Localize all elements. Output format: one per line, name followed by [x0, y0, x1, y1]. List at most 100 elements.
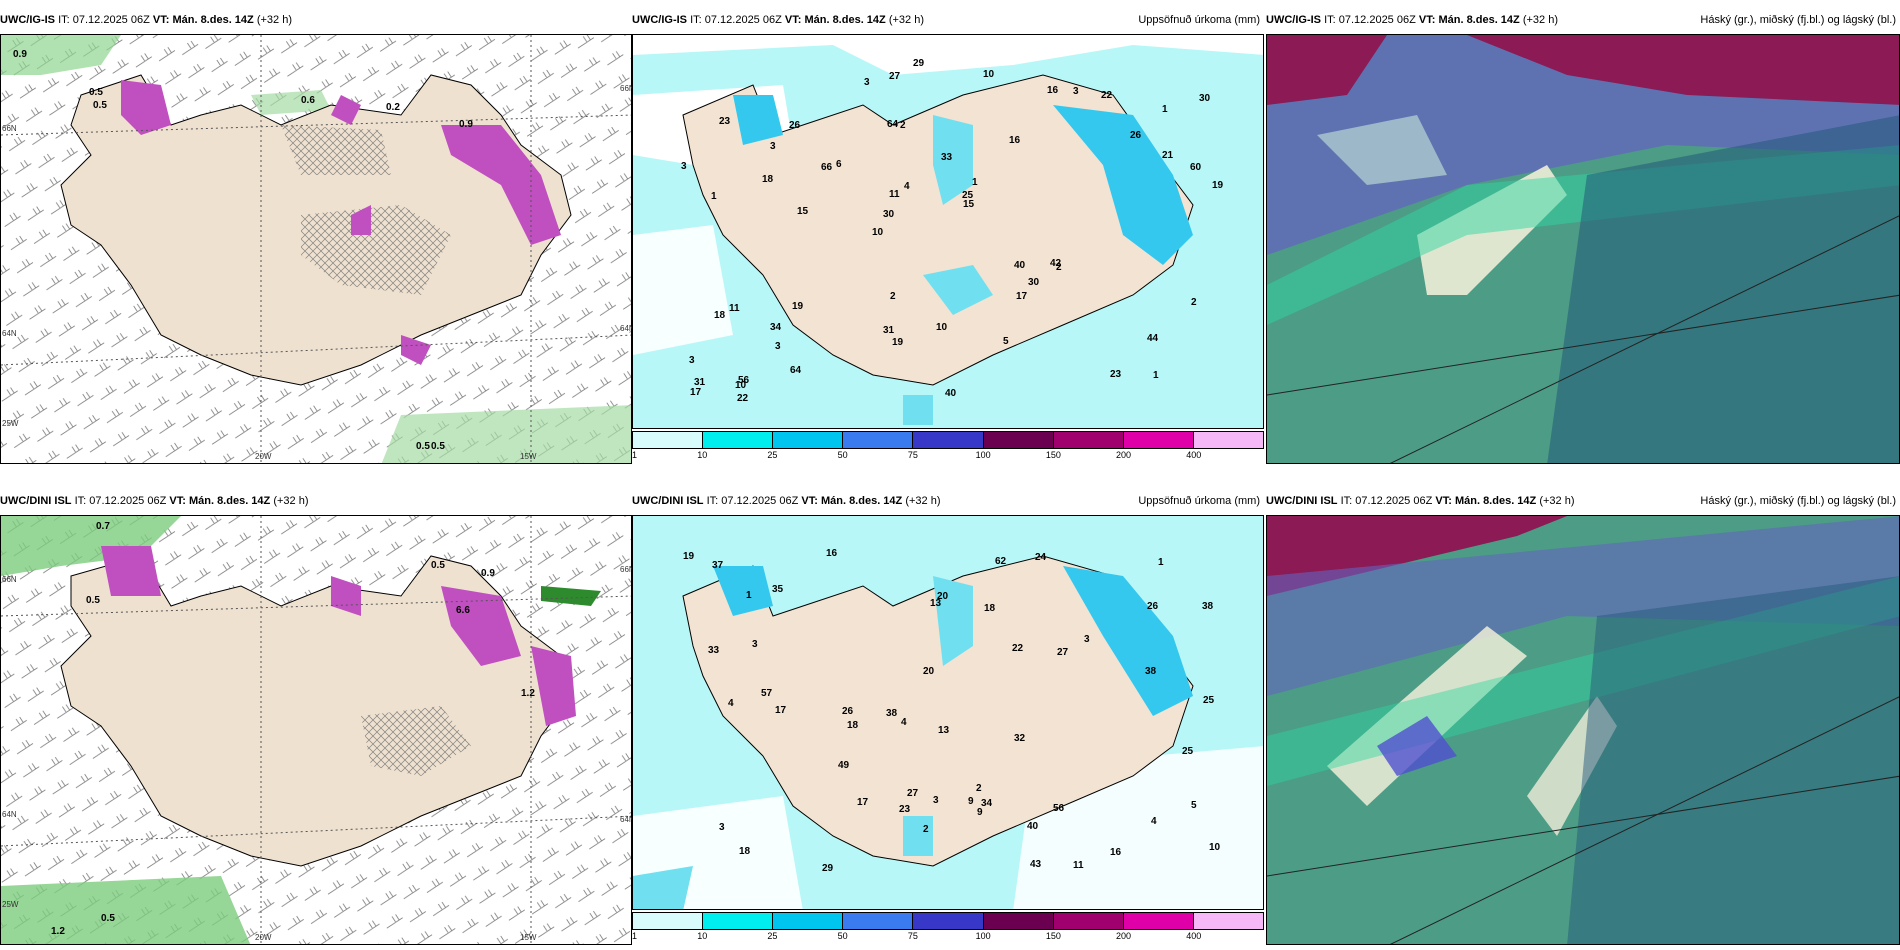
- colorbar-segment: [983, 432, 1054, 448]
- panel-cloud-1: UWC/IG-IS IT: 07.12.2025 06Z VT: Mán. 8.…: [1266, 14, 1900, 464]
- colorbar-segment: [913, 432, 984, 448]
- axis-label: 25W: [2, 419, 19, 428]
- precip-value-label: 10: [1209, 842, 1221, 853]
- precip-value-label: 15: [797, 206, 809, 217]
- precip-value-label: 10: [872, 227, 884, 238]
- colorbar-ticks: 1 10 25 50 75 100 150 200 400: [632, 931, 1264, 943]
- precip-value-label: 1: [1158, 557, 1164, 568]
- precip-value-label: 40: [1014, 260, 1026, 271]
- precip-value-label: 27: [1057, 647, 1069, 658]
- colorbar-segment: [703, 913, 774, 929]
- colorbar-tick: 10: [697, 450, 708, 460]
- wind-label: 0.5: [89, 87, 103, 98]
- wind-label: 0.5: [93, 100, 107, 111]
- colorbar-segment: [1053, 913, 1124, 929]
- precip-value-label: 4: [1151, 816, 1157, 827]
- precip-value-label: 40: [1027, 821, 1039, 832]
- precip-value-label: 44: [1147, 333, 1159, 344]
- precip-value-label: 3: [1073, 86, 1079, 97]
- precip-value-label: 18: [739, 846, 751, 857]
- precip-value-label: 2: [976, 783, 982, 794]
- precip-value-label: 3: [933, 795, 939, 806]
- map-cloud[interactable]: [1266, 515, 1900, 945]
- precip-value-label: 22: [1101, 90, 1113, 101]
- colorbar-segment: [773, 913, 844, 929]
- panel-precip-1: UWC/IG-IS IT: 07.12.2025 06Z VT: Mán. 8.…: [632, 14, 1264, 464]
- precip-value-label: 34: [770, 322, 782, 333]
- precip-value-label: 18: [847, 720, 859, 731]
- axis-label: 25W: [2, 900, 19, 909]
- row-2: UWC/DINI ISL IT: 07.12.2025 06Z VT: Mán.…: [0, 495, 1900, 945]
- precip-value-label: 11: [889, 189, 900, 200]
- axis-label: 66N: [2, 124, 17, 133]
- precip-value-label: 16: [1110, 847, 1122, 858]
- precip-value-label: 1: [972, 177, 978, 188]
- map-wind-snow[interactable]: 0.7 1.2 0.5 0.5 0.9 6.6 1.2 0.5: [0, 515, 632, 945]
- precip-value-label: 20: [937, 591, 949, 602]
- precip-value-label: 21: [1162, 150, 1174, 161]
- axis-label: 20W: [255, 933, 272, 942]
- panel-wind-snow-2: UWC/DINI ISL IT: 07.12.2025 06Z VT: Mán.…: [0, 495, 635, 945]
- precip-value-label: 13: [938, 725, 950, 736]
- colorbar-tick: 75: [907, 450, 918, 460]
- map-cloud[interactable]: [1266, 34, 1900, 464]
- precip-value-label: 17: [857, 797, 869, 808]
- panel-precip-2: UWC/DINI ISL IT: 07.12.2025 06Z VT: Mán.…: [632, 495, 1264, 945]
- precip-value-label: 10: [735, 380, 747, 391]
- precip-value-label: 27: [889, 71, 901, 82]
- precip-value-label: 30: [1028, 277, 1040, 288]
- colorbar-segment: [703, 432, 774, 448]
- panel-title: UWC/IG-IS IT: 07.12.2025 06Z VT: Mán. 8.…: [0, 14, 292, 26]
- cloud-title: Háský (gr.), miðský (fj.bl.) og lágský (…: [1700, 14, 1896, 26]
- precip-value-label: 9: [977, 807, 983, 818]
- map-precip[interactable]: 4 5 2 62 56 27 11 10 35 40 57 26 24 9 27 18 13 26 17 16 38 43…: [632, 515, 1264, 910]
- precip-value-label: 49: [838, 760, 850, 771]
- panel-title: UWC/IG-IS IT: 07.12.2025 06Z VT: Mán. 8.…: [632, 14, 924, 26]
- precip-value-label: 10: [936, 322, 948, 333]
- precip-value-label: 20: [923, 666, 935, 677]
- precip-value-label: 26: [1130, 130, 1142, 141]
- precip-value-label: 22: [1012, 643, 1024, 654]
- colorbar-segment: [773, 432, 844, 448]
- precip-value-label: 33: [941, 152, 953, 163]
- land-iceland: [682, 555, 1194, 867]
- precip-value-label: 40: [945, 388, 957, 399]
- precip-title: Uppsöfnuð úrkoma (mm): [1138, 495, 1260, 507]
- colorbar-segment: [1193, 432, 1263, 448]
- precip-value-label: 26: [789, 120, 801, 131]
- precip-value-label: 18: [762, 174, 774, 185]
- axis-label: 66N: [620, 84, 635, 93]
- precip-value-label: 19: [792, 301, 804, 312]
- model-name: UWC/IG-IS: [0, 14, 55, 26]
- colorbar-segment: [1053, 432, 1124, 448]
- precip-value-label: 1: [746, 590, 752, 601]
- panel-title: UWC/DINI ISL IT: 07.12.2025 06Z VT: Mán.…: [632, 495, 941, 507]
- colorbar-segment: [1193, 913, 1263, 929]
- precip-value-label: 26: [842, 706, 854, 717]
- colorbar-tick: 100: [975, 450, 991, 460]
- precip-value-label: 26: [1147, 601, 1159, 612]
- colorbar-segment: [633, 432, 704, 448]
- colorbar-tick: 50: [837, 931, 848, 941]
- colorbar-tick: 25: [767, 450, 778, 460]
- panel-title: UWC/IG-IS IT: 07.12.2025 06Z VT: Mán. 8.…: [1266, 14, 1558, 26]
- precip-value-label: 64: [887, 119, 899, 130]
- wind-label: 0.2: [386, 102, 400, 113]
- precip-value-label: 2: [1191, 297, 1197, 308]
- precip-value-label: 29: [822, 863, 834, 874]
- precip-value-label: 38: [1145, 666, 1157, 677]
- panel-title: UWC/DINI ISL IT: 07.12.2025 06Z VT: Mán.…: [0, 495, 309, 507]
- map-precip[interactable]: 1 1 1 10 16 56 64 33 11 6 3 3 2 1 2 23 27 19 40 21 30 31 11 26 1…: [632, 34, 1264, 429]
- axis-label: 64N: [620, 815, 635, 824]
- panel-wind-snow-1: UWC/IG-IS IT: 07.12.2025 06Z VT: Mán. 8.…: [0, 14, 635, 464]
- precip-value-label: 2: [1056, 262, 1062, 273]
- colorbar-segment: [633, 913, 704, 929]
- colorbar-tick: 100: [975, 931, 991, 941]
- precip-value-label: 32: [1014, 733, 1026, 744]
- precip-value-label: 4: [728, 698, 734, 709]
- colorbar-ticks: 1 10 25 50 75 100 150 200 400: [632, 450, 1264, 462]
- colorbar-tick: 200: [1116, 450, 1132, 460]
- panel-title: UWC/DINI ISL IT: 07.12.2025 06Z VT: Mán.…: [1266, 495, 1575, 507]
- axis-label: 20W: [255, 452, 272, 461]
- map-wind-snow[interactable]: 0.9 0.5 0.5 0.6 0.2 0.9 0.5 0.5: [0, 34, 632, 464]
